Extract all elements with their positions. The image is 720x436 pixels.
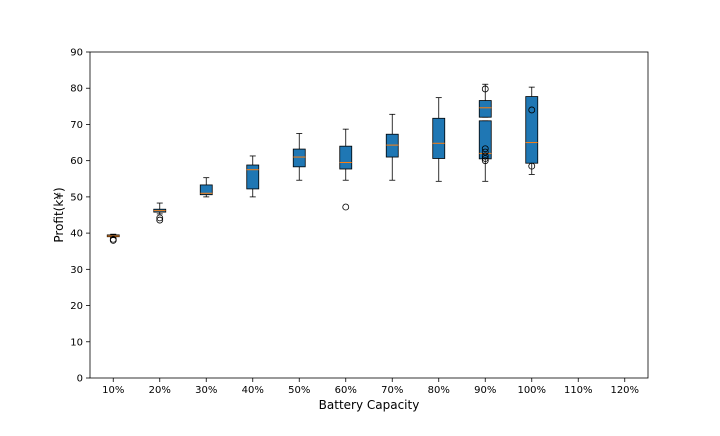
outlier-point [156, 216, 164, 224]
y-tick-label: 20 [70, 301, 83, 312]
box-group [478, 83, 492, 118]
outlier-point [481, 85, 489, 93]
box-group [525, 86, 539, 175]
box-group [292, 133, 306, 181]
plot-area [89, 51, 649, 379]
x-tick-label: 90% [474, 385, 496, 396]
x-tick-label: 30% [195, 385, 217, 396]
box-body [339, 145, 353, 170]
box-body [246, 164, 260, 190]
axes-frame [89, 51, 649, 379]
x-tick-label: 10% [102, 385, 124, 396]
x-tick-label: 60% [335, 385, 357, 396]
x-tick-label: 120% [610, 385, 639, 396]
x-tick-label: 110% [564, 385, 593, 396]
x-tick-label: 40% [242, 385, 264, 396]
y-axis-label: Profit(k¥) [52, 187, 66, 242]
x-axis-label: Battery Capacity [319, 398, 420, 412]
y-tick-label: 80 [70, 84, 83, 95]
box-body [478, 100, 492, 118]
outlier-point [481, 157, 489, 165]
outlier-point [342, 203, 350, 211]
outlier-point [109, 235, 117, 243]
y-axis: 0 10 20 30 40 50 60 70 80 90 [70, 48, 90, 385]
y-tick-label: 30 [70, 265, 83, 276]
box-group [339, 128, 353, 211]
box-body [432, 117, 446, 159]
x-tick-label: 70% [381, 385, 403, 396]
outlier-point [481, 152, 489, 160]
box-group [246, 155, 260, 198]
outlier-point [481, 148, 489, 156]
y-tick-label: 50 [70, 192, 83, 203]
box-body [199, 184, 213, 196]
box-group [478, 120, 492, 182]
box-body [525, 96, 539, 164]
box-body [292, 148, 306, 168]
outlier-point [528, 162, 536, 170]
y-tick-label: 40 [70, 229, 83, 240]
y-tick-label: 10 [70, 337, 83, 348]
box-group [106, 233, 120, 244]
x-tick-label: 50% [288, 385, 310, 396]
x-tick-label: 20% [149, 385, 171, 396]
box-body [385, 133, 399, 158]
y-tick-label: 90 [70, 48, 83, 59]
y-tick-label: 60 [70, 156, 83, 167]
x-tick-label: 100% [517, 385, 546, 396]
box-group [153, 202, 167, 224]
box-group [199, 177, 213, 198]
x-tick-label: 80% [428, 385, 450, 396]
y-tick-label: 0 [77, 374, 83, 385]
outlier-point [481, 155, 489, 162]
y-tick-label: 70 [70, 120, 83, 131]
outlier-point [156, 214, 164, 222]
outlier-point [528, 106, 536, 114]
box-group [385, 113, 399, 181]
box-group [432, 97, 446, 182]
outlier-point [481, 145, 489, 153]
x-axis: 10% 20% 30% 40% 50% 60% 70% 80% 90% 100% 110% 120% [102, 378, 639, 396]
